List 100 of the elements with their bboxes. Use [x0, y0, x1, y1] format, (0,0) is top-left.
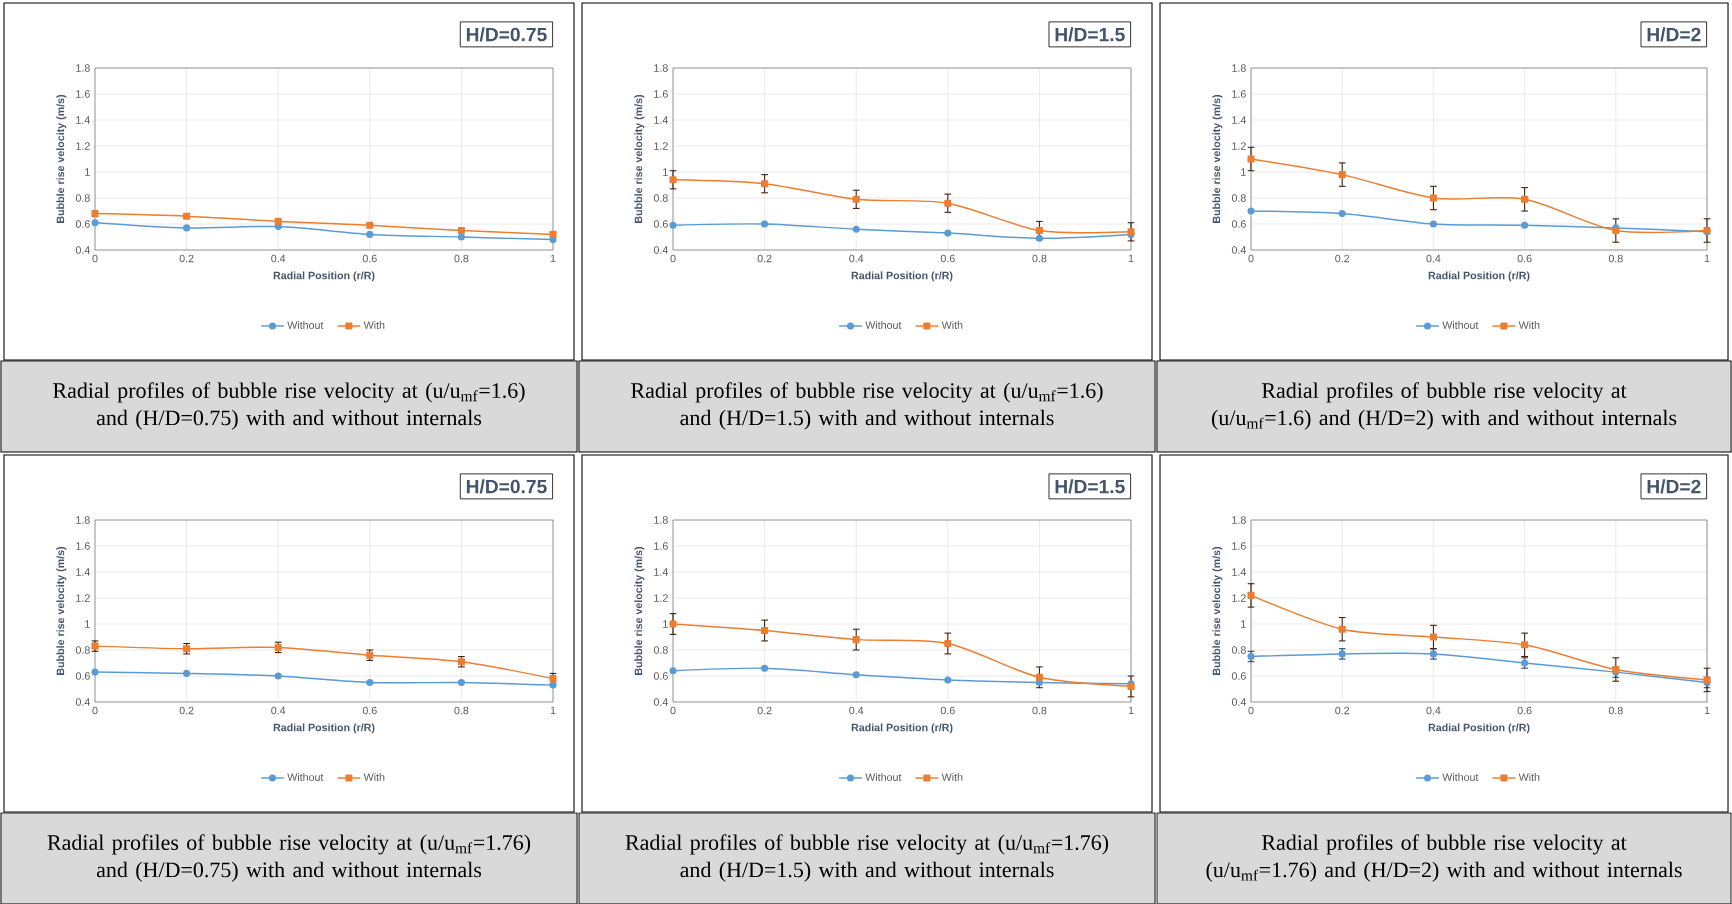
legend-label: With: [941, 321, 963, 329]
chart-title: H/D=2: [1647, 479, 1701, 494]
x-tick-label: 0.2: [179, 706, 194, 715]
y-tick-label: 1: [85, 168, 90, 176]
x-tick-label: 0.8: [1608, 254, 1623, 263]
y-tick-label: 1: [85, 620, 90, 628]
y-tick-label: 0.4: [75, 698, 90, 706]
y-tick-label: 0.6: [75, 672, 90, 680]
x-tick-label: 0: [670, 706, 676, 715]
y-tick-label: 1.2: [76, 594, 90, 602]
legend-label: With: [363, 321, 385, 329]
x-tick-label: 0.6: [362, 254, 377, 263]
legend-label: Without: [865, 321, 902, 329]
x-tick-label: 0.8: [454, 706, 469, 715]
y-tick-label: 0.8: [75, 194, 90, 202]
y-tick-label: 1: [663, 168, 668, 176]
x-tick-label: 0.8: [1608, 706, 1623, 715]
y-tick-label: 1: [1241, 620, 1246, 628]
y-tick-label: 0.6: [653, 220, 668, 228]
x-axis-title: Radial Position (r/R): [1428, 271, 1530, 282]
y-tick-label: 0.6: [653, 672, 668, 680]
y-tick-label: 0.4: [1231, 246, 1246, 254]
y-tick-label: 1.6: [76, 542, 90, 550]
legend-label: With: [363, 773, 385, 781]
x-tick-label: 0: [92, 254, 98, 263]
y-tick-label: 0.8: [653, 194, 668, 202]
x-tick-label: 0: [92, 706, 98, 715]
x-axis-title: Radial Position (r/R): [851, 271, 953, 282]
y-tick-label: 0.6: [75, 220, 90, 228]
y-tick-label: 1.6: [654, 90, 668, 98]
chart-title: H/D=0.75: [466, 479, 547, 494]
y-tick-label: 1.8: [76, 516, 90, 524]
x-tick-label: 0.4: [849, 706, 864, 715]
legend-label: Without: [1442, 773, 1479, 781]
legend-label: With: [1518, 321, 1540, 329]
legend-label: Without: [287, 321, 324, 329]
y-tick-label: 1.8: [654, 516, 668, 524]
y-tick-label: 0.4: [653, 698, 668, 706]
y-tick-label: 1.8: [1232, 516, 1246, 524]
y-tick-label: 1.6: [76, 90, 90, 98]
text: Radial profiles of bubble rise velocity at (u/u$_{mf}$=1.6) and (H/D=0.75) with and without internals: [53, 382, 525, 430]
x-tick-label: 0.2: [757, 254, 772, 263]
y-tick-label: 1.8: [654, 64, 668, 72]
x-tick-label: 0.4: [271, 706, 286, 715]
y-axis-title: Bubble rise velocity (m/s): [634, 94, 645, 223]
x-tick-label: 0.6: [1517, 254, 1532, 263]
x-axis-title: Radial Position (r/R): [273, 723, 375, 734]
y-tick-label: 1: [1241, 168, 1246, 176]
x-axis-title: Radial Position (r/R): [273, 271, 375, 282]
text: Radial profiles of bubble rise velocity at (u/u$_{mf}$=1.6) and (H/D=2) with and without internals: [1211, 382, 1677, 430]
y-tick-label: 0.8: [75, 646, 90, 654]
y-axis-title: Bubble rise velocity (m/s): [634, 546, 645, 675]
x-tick-label: 0.6: [1517, 706, 1532, 715]
x-axis-title: Radial Position (r/R): [1428, 723, 1530, 734]
y-tick-label: 1.4: [1232, 568, 1246, 576]
y-tick-label: 1.4: [654, 568, 668, 576]
y-tick-label: 1.4: [1232, 116, 1246, 124]
y-tick-label: 0.8: [653, 646, 668, 654]
y-tick-label: 1.8: [76, 64, 90, 72]
text: Radial profiles of bubble rise velocity at (u/u$_{mf}$=1.76) and (H/D=0.75) with and without internals: [47, 834, 531, 882]
chart-title: H/D=0.75: [466, 27, 547, 42]
legend-label: Without: [1442, 321, 1479, 329]
text: Radial profiles of bubble rise velocity at (u/u$_{mf}$=1.76) and (H/D=1.5) with and without internals: [625, 834, 1109, 882]
y-tick-label: 1: [663, 620, 668, 628]
y-tick-label: 1.2: [654, 594, 668, 602]
x-tick-label: 0.6: [362, 706, 377, 715]
y-tick-label: 1.2: [1232, 142, 1246, 150]
y-tick-label: 1.2: [1232, 594, 1246, 602]
x-tick-label: 1: [1704, 254, 1710, 263]
x-axis-title: Radial Position (r/R): [851, 723, 953, 734]
x-tick-label: 0.2: [757, 706, 772, 715]
x-tick-label: 0.4: [271, 254, 286, 263]
y-tick-label: 1.6: [654, 542, 668, 550]
x-tick-label: 0.6: [940, 706, 955, 715]
y-tick-label: 0.4: [75, 246, 90, 254]
x-tick-label: 1: [1704, 706, 1710, 715]
x-tick-label: 1: [550, 706, 556, 715]
x-tick-label: 0.8: [454, 254, 469, 263]
chart-title: H/D=1.5: [1055, 479, 1125, 494]
x-tick-label: 0: [670, 254, 676, 263]
y-tick-label: 0.4: [653, 246, 668, 254]
y-tick-label: 0.6: [1231, 220, 1246, 228]
legend-label: With: [941, 773, 963, 781]
y-tick-label: 1.4: [76, 568, 90, 576]
chart-title: H/D=2: [1647, 27, 1701, 42]
x-tick-label: 0.2: [1335, 706, 1350, 715]
x-tick-label: 1: [550, 254, 556, 263]
x-tick-label: 0.8: [1032, 254, 1047, 263]
y-tick-label: 1.4: [76, 116, 90, 124]
x-tick-label: 0.2: [179, 254, 194, 263]
x-tick-label: 0.4: [1426, 706, 1441, 715]
x-tick-label: 0: [1248, 254, 1254, 263]
x-tick-label: 0.4: [849, 254, 864, 263]
y-axis-title: Bubble rise velocity (m/s): [1212, 546, 1223, 675]
y-tick-label: 0.8: [1231, 194, 1246, 202]
y-axis-title: Bubble rise velocity (m/s): [56, 546, 67, 675]
y-tick-label: 1.6: [1232, 90, 1246, 98]
x-tick-label: 1: [1128, 254, 1134, 263]
y-tick-label: 1.8: [1232, 64, 1246, 72]
y-tick-label: 1.4: [654, 116, 668, 124]
